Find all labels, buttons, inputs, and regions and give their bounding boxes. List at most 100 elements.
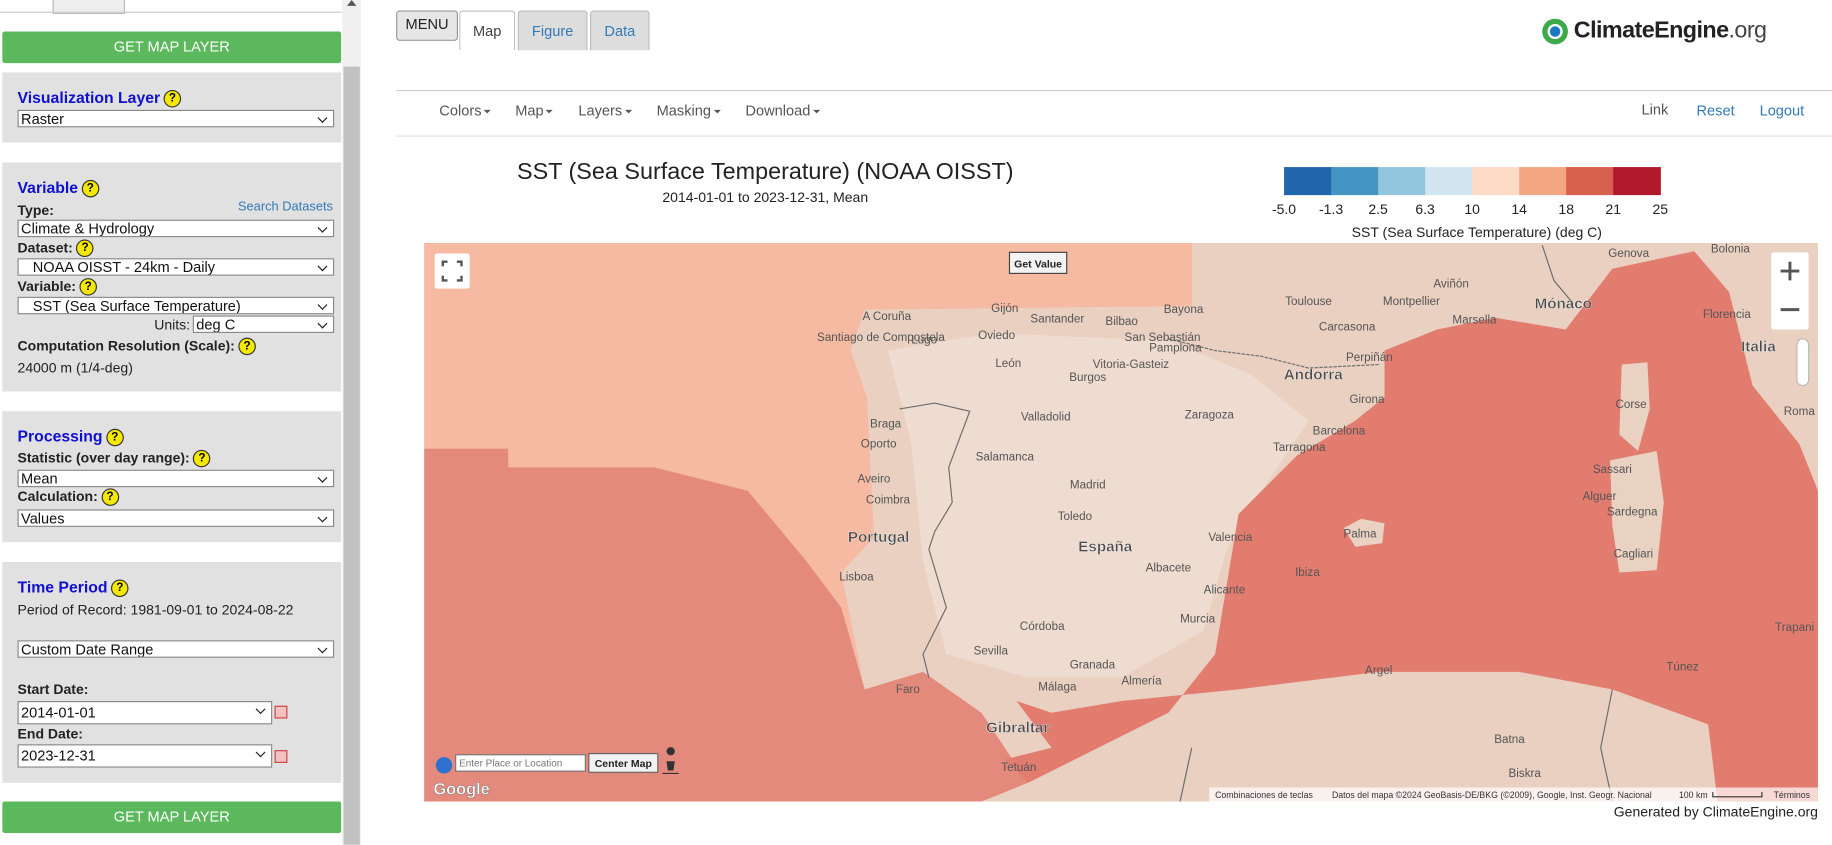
link[interactable]: Link [1641, 101, 1669, 119]
help-icon[interactable]: ? [163, 89, 182, 108]
city-label: Sardegna [1607, 505, 1658, 518]
city-label: Palma [1343, 527, 1377, 540]
caret [483, 110, 491, 114]
city-label: Coimbra [866, 494, 911, 507]
map-title: SST (Sea Surface Temperature) (NOAA OISS… [517, 158, 1014, 185]
zoom-slider[interactable] [1796, 338, 1810, 387]
logo-text: ClimateEngine.org [1574, 18, 1767, 45]
tab-active[interactable]: Map [459, 10, 516, 51]
select[interactable]: Climate & Hydrology [17, 219, 335, 238]
info-icon[interactable] [435, 757, 453, 774]
help-icon[interactable]: ? [76, 239, 94, 258]
city-label: Roma [1784, 405, 1816, 418]
label: Statistic (over day range):? [18, 450, 211, 468]
city-label: Marsella [1452, 314, 1497, 327]
toolbar-menu[interactable]: Download [745, 103, 820, 119]
city-label: Túnez [1666, 661, 1699, 674]
toolbar-menu[interactable]: Map [515, 103, 554, 119]
map-subtitle: 2014-01-01 to 2023-12-31, Mean [662, 189, 869, 206]
center-map-button[interactable] [588, 753, 659, 773]
help-icon[interactable]: ? [106, 428, 124, 447]
get-map-layer-button[interactable]: GET MAP LAYER [2, 31, 342, 64]
date-input[interactable]: 2023-12-31 [17, 744, 273, 768]
panel-title: Visualization Layer? [18, 89, 182, 108]
center-map-text: Center Map [595, 758, 652, 770]
label-text: Calculation: [17, 488, 98, 505]
select[interactable]: deg C [192, 315, 335, 333]
label: Computation Resolution (Scale):? [18, 338, 256, 356]
city-label: Granada [1070, 658, 1116, 671]
toolbar-menu[interactable]: Layers [578, 102, 632, 120]
select[interactable]: Values [17, 509, 335, 527]
legend-tick: -1.3 [1319, 201, 1343, 217]
get-value-button[interactable] [1008, 251, 1068, 274]
city-label: Almería [1121, 675, 1162, 688]
logo-suffix: .org [1728, 17, 1768, 44]
menu-text: Layers [578, 102, 623, 120]
label-text: Dataset: [17, 239, 73, 256]
select[interactable]: Custom Date Range [17, 640, 335, 658]
pegman-icon[interactable] [662, 747, 679, 775]
title-text: Visualization Layer [17, 88, 161, 107]
caret [812, 110, 820, 114]
help-icon[interactable]: ? [101, 488, 119, 507]
attribution-bar [1209, 787, 1818, 802]
tab[interactable]: Figure [517, 10, 588, 51]
city-label: San Sebastián [1125, 331, 1201, 344]
reset-link[interactable]: Reset [1696, 102, 1735, 120]
fullscreen-button[interactable] [434, 253, 470, 289]
google-logo: Google [433, 780, 489, 798]
scale-label: 100 km [1679, 790, 1708, 800]
toolbar-menu[interactable]: Colors [439, 103, 491, 119]
scrollbar[interactable] [342, 0, 362, 845]
help-icon[interactable]: ? [111, 579, 129, 597]
legend-tick: 18 [1558, 201, 1574, 217]
scale-bar [1712, 792, 1763, 798]
sea-atlantic-north [424, 243, 1192, 690]
sea-atlantic-south [424, 448, 1029, 802]
select[interactable]: Mean [17, 469, 335, 488]
country-label: Portugal [848, 529, 910, 546]
select[interactable]: NOAA OISST - 24km - Daily [17, 258, 335, 276]
date-input[interactable]: 2014-01-01 [17, 701, 273, 725]
label: Start Date: [17, 681, 89, 698]
help-icon[interactable]: ? [238, 338, 256, 356]
attribution: Datos del mapa ©2024 GeoBasis-DE/BKG (©2… [1332, 790, 1652, 800]
country-label: Italia [1741, 339, 1776, 356]
city-label: Valladolid [1021, 411, 1071, 424]
calendar-icon[interactable] [274, 750, 288, 763]
map-labels: Portugal España Andorra Mónaco Italia Gibralt… [817, 243, 1815, 780]
land-interior [887, 332, 1309, 678]
tab[interactable]: Data [590, 10, 650, 51]
get-map-layer-button[interactable]: GET MAP LAYER [2, 801, 342, 834]
scrollbar-thumb[interactable] [343, 66, 360, 845]
zoom-icons [1780, 261, 1800, 312]
scroll-arrow[interactable] [347, 0, 357, 6]
map[interactable]: Portugal España Andorra Mónaco Italia Gibralt… [424, 243, 1818, 802]
legend-swatch [1284, 167, 1332, 196]
toolbar [396, 89, 1832, 137]
search-datasets-link[interactable]: Search Datasets [237, 199, 333, 214]
legend: SST (Sea Surface Temperature) (deg C) -5… [1272, 167, 1668, 240]
toolbar-menu[interactable]: Masking [657, 103, 721, 119]
help-icon[interactable]: ? [79, 278, 98, 296]
terms-link[interactable]: Términos [1774, 790, 1811, 800]
select[interactable]: Raster [17, 109, 335, 128]
help-icon[interactable]: ? [81, 179, 100, 198]
city-label: Gijón [991, 302, 1018, 315]
place-input[interactable] [455, 754, 586, 772]
legend-swatch [1613, 167, 1661, 196]
shortcuts[interactable]: Combinaciones de teclas [1215, 790, 1313, 800]
logout-link[interactable]: Logout [1759, 102, 1805, 120]
city-label: Ibiza [1295, 566, 1320, 579]
logo-name: ClimateEngine [1573, 17, 1729, 44]
city-label: Sevilla [974, 644, 1009, 657]
city-label: Murcia [1180, 613, 1216, 626]
menu-button[interactable]: MENU [396, 10, 459, 41]
calendar-icon[interactable] [274, 705, 288, 719]
get-value-text: Get Value [1014, 259, 1062, 271]
label: Dataset:? [18, 240, 94, 258]
select[interactable]: SST (Sea Surface Temperature) [17, 296, 335, 315]
help-icon[interactable]: ? [193, 450, 211, 468]
